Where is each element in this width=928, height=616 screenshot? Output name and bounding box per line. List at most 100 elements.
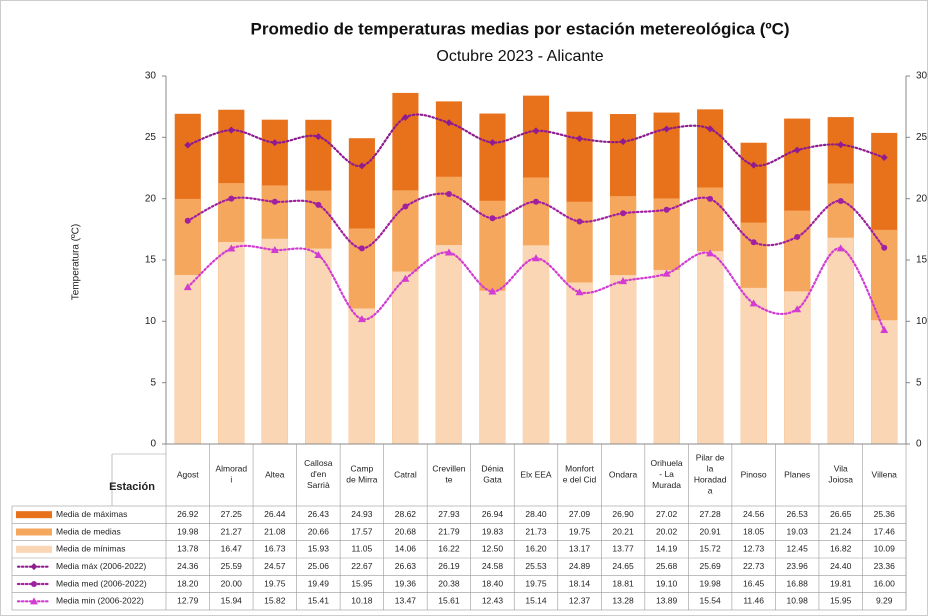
x-tick-label: Catral	[394, 469, 417, 479]
legend-label: Media de máximas	[56, 509, 127, 519]
table-value: 26.43	[308, 509, 330, 519]
table-value: 27.02	[656, 509, 678, 519]
table-value: 16.00	[874, 578, 896, 588]
table-value: 28.40	[525, 509, 547, 519]
table-value: 19.75	[264, 578, 286, 588]
table-value: 20.00	[221, 578, 243, 588]
line-point	[706, 125, 714, 133]
legend-swatch	[16, 545, 52, 553]
line-point	[750, 161, 758, 169]
table-value: 12.37	[569, 596, 591, 606]
x-tick-label: Pinoso	[741, 469, 767, 479]
y-tick-label: 25	[145, 132, 157, 143]
line-point	[357, 315, 366, 323]
line-point	[401, 113, 409, 121]
table-value: 27.28	[699, 509, 721, 519]
table-value: 21.73	[525, 526, 547, 536]
x-tick-label: Elx EEA	[520, 469, 552, 479]
table-value: 11.46	[743, 596, 764, 606]
table-value: 26.94	[482, 509, 504, 519]
table-value: 15.95	[351, 578, 373, 588]
y2-tick-label: 20	[916, 193, 928, 204]
bar	[827, 237, 854, 444]
table-value: 26.53	[787, 509, 809, 519]
table-value: 16.88	[787, 578, 809, 588]
table-value: 21.79	[438, 526, 460, 536]
line-point	[793, 305, 802, 313]
table-value: 19.81	[830, 578, 852, 588]
table-value: 24.58	[482, 561, 504, 571]
table-value: 20.66	[308, 526, 330, 536]
table-value: 13.77	[612, 544, 634, 554]
bar	[392, 271, 419, 444]
table-value: 19.36	[395, 578, 417, 588]
line-point	[184, 217, 191, 224]
line-point	[880, 153, 888, 161]
table-value: 14.19	[656, 544, 678, 554]
legend-marker	[30, 563, 38, 571]
legend-label: Media de medias	[56, 526, 121, 536]
legend-marker	[30, 597, 38, 605]
chart-title: Promedio de temperaturas medias por esta…	[250, 19, 789, 38]
x-tick-label: Almorad i	[215, 464, 247, 485]
legend-label: Media med (2006-2022)	[56, 578, 147, 588]
table-value: 24.40	[830, 561, 852, 571]
bar	[261, 238, 288, 444]
table-value: 13.78	[177, 544, 199, 554]
table-value: 15.95	[830, 596, 852, 606]
table-value: 20.68	[395, 526, 417, 536]
table-value: 18.14	[569, 578, 591, 588]
line-point	[445, 191, 452, 198]
table-value: 13.47	[395, 596, 417, 606]
table-value: 20.02	[656, 526, 678, 536]
table-value: 19.75	[569, 526, 591, 536]
x-tick-label: Monfort e del Cid	[563, 464, 597, 485]
y2-tick-label: 25	[916, 132, 928, 143]
x-tick-label: Altea	[265, 469, 285, 479]
table-value: 21.27	[221, 526, 243, 536]
table-value: 13.89	[656, 596, 678, 606]
table-value: 15.94	[221, 596, 243, 606]
bar	[740, 287, 767, 444]
table-value: 12.50	[482, 544, 504, 554]
y-tick-label: 30	[145, 71, 157, 82]
line-point	[228, 195, 235, 202]
table-value: 19.49	[308, 578, 330, 588]
line-point	[881, 244, 888, 251]
bar	[435, 245, 462, 444]
table-value: 19.10	[656, 578, 678, 588]
legend-label: Media min (2006-2022)	[56, 596, 144, 606]
table-value: 25.06	[308, 561, 330, 571]
table-value: 26.90	[612, 509, 634, 519]
line-point	[707, 195, 714, 202]
line-point	[532, 127, 540, 135]
y2-tick-label: 10	[916, 316, 928, 327]
legend-label: Media máx (2006-2022)	[56, 561, 146, 571]
bar	[305, 248, 332, 444]
line-point	[532, 254, 540, 262]
table-value: 15.93	[308, 544, 330, 554]
line-point	[271, 139, 279, 147]
table-value: 12.45	[787, 544, 809, 554]
table-value: 24.57	[264, 561, 286, 571]
line-point	[314, 250, 323, 258]
table-value: 12.73	[743, 544, 765, 554]
table-value: 12.79	[177, 596, 199, 606]
line-point	[533, 198, 539, 205]
table-value: 11.05	[352, 544, 373, 554]
line-point	[794, 233, 801, 240]
line-point	[880, 326, 889, 334]
bar	[174, 274, 201, 444]
line-point	[183, 283, 192, 291]
table-value: 24.65	[612, 561, 634, 571]
table-value: 9.29	[876, 596, 893, 606]
y-tick-label: 5	[150, 377, 156, 388]
table-value: 26.19	[438, 561, 460, 571]
x-tick-label: Vila Joiosa	[828, 464, 853, 485]
table-value: 18.81	[612, 578, 634, 588]
table-header: Estación	[109, 481, 155, 493]
table-value: 19.83	[482, 526, 504, 536]
line-point	[402, 203, 409, 210]
line-point	[358, 162, 366, 170]
